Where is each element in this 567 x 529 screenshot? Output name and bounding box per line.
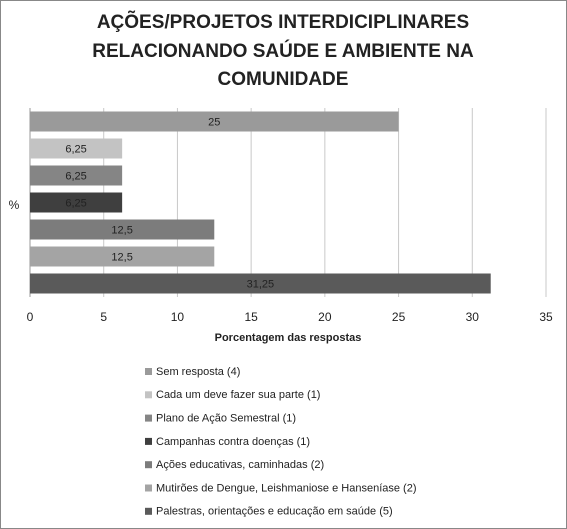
data-label: 6,25 [65, 170, 86, 182]
data-label: 31,25 [247, 278, 275, 290]
x-tick-label: 0 [27, 310, 34, 324]
bar [30, 165, 123, 186]
legend-swatch [145, 437, 152, 445]
legend-label: Plano de Ação Semestral (1) [156, 413, 296, 425]
data-label: 6,25 [65, 143, 86, 155]
x-tick-label: 15 [244, 310, 258, 324]
legend-swatch [145, 368, 152, 375]
y-axis-label: % [9, 198, 20, 212]
bar [30, 192, 123, 213]
legend-label: Mutirões de Dengue, Leishmaniose e Hanse… [156, 482, 416, 494]
legend-swatch [145, 461, 152, 469]
data-label: 25 [208, 116, 220, 128]
chart-title: AÇÕES/PROJETOS INTERDICIPLINARES [97, 11, 469, 33]
x-tick-label: 5 [100, 310, 107, 324]
legend-swatch [145, 507, 152, 515]
legend-label: Cada um deve fazer sua parte (1) [156, 389, 320, 401]
x-tick-label: 25 [392, 310, 406, 324]
chart-title: COMUNIDADE [218, 69, 349, 90]
bar [30, 246, 215, 267]
legend-label: Campanhas contra doenças (1) [156, 436, 310, 448]
data-label: 12,5 [111, 251, 132, 263]
legend-label: Ações educativas, caminhadas (2) [156, 459, 324, 471]
data-label: 6,25 [65, 197, 86, 209]
bar [30, 273, 491, 294]
x-axis-label: Porcentagem das respostas [215, 332, 362, 344]
chart-title: RELACIONANDO SAÚDE E AMBIENTE NA [92, 40, 474, 62]
legend-swatch [145, 391, 152, 399]
bar [30, 219, 215, 240]
legend-label: Palestras, orientações e educação em saú… [156, 506, 393, 518]
legend-label: Sem resposta (4) [156, 366, 240, 378]
x-tick-label: 20 [318, 310, 332, 324]
bar [30, 138, 123, 159]
x-tick-label: 30 [466, 310, 480, 324]
x-tick-label: 35 [539, 310, 553, 324]
data-label: 12,5 [111, 224, 132, 236]
legend-swatch [145, 484, 152, 492]
x-tick-label: 10 [171, 310, 185, 324]
legend-swatch [145, 414, 152, 422]
bar [30, 111, 399, 132]
